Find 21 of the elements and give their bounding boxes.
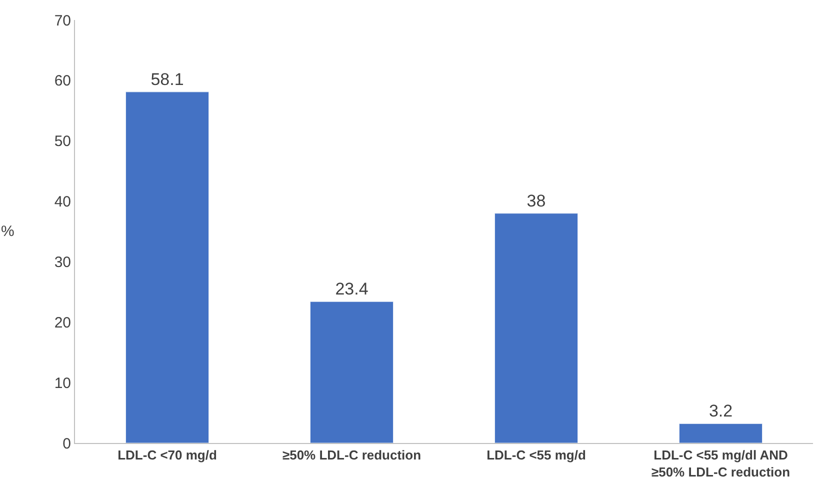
data-label: 3.2 <box>708 402 733 421</box>
y-tick-label: 10 <box>54 374 71 392</box>
y-tick-label: 30 <box>54 254 71 271</box>
y-axis-title: % <box>1 223 14 240</box>
bar <box>678 423 763 443</box>
x-tick-label: LDL-C <55 mg/dl AND ≥50% LDL-C reduction <box>651 448 790 480</box>
data-label: 38 <box>526 191 546 210</box>
bar <box>310 301 394 443</box>
bar <box>125 92 210 443</box>
y-tick-label: 70 <box>54 12 71 30</box>
data-label: 23.4 <box>335 280 368 299</box>
data-label: 58.1 <box>150 70 184 89</box>
y-tick-label: 20 <box>54 314 71 332</box>
x-tick-label: LDL-C <70 mg/d <box>118 448 217 463</box>
y-tick-label: 0 <box>62 435 71 452</box>
bar <box>494 213 578 443</box>
x-tick-label: ≥50% LDL-C reduction <box>282 448 422 463</box>
y-tick-label: 60 <box>54 72 71 90</box>
x-tick-label: LDL-C <55 mg/d <box>486 448 586 463</box>
y-tick-label: 40 <box>54 194 71 211</box>
y-tick-label: 50 <box>54 133 71 150</box>
